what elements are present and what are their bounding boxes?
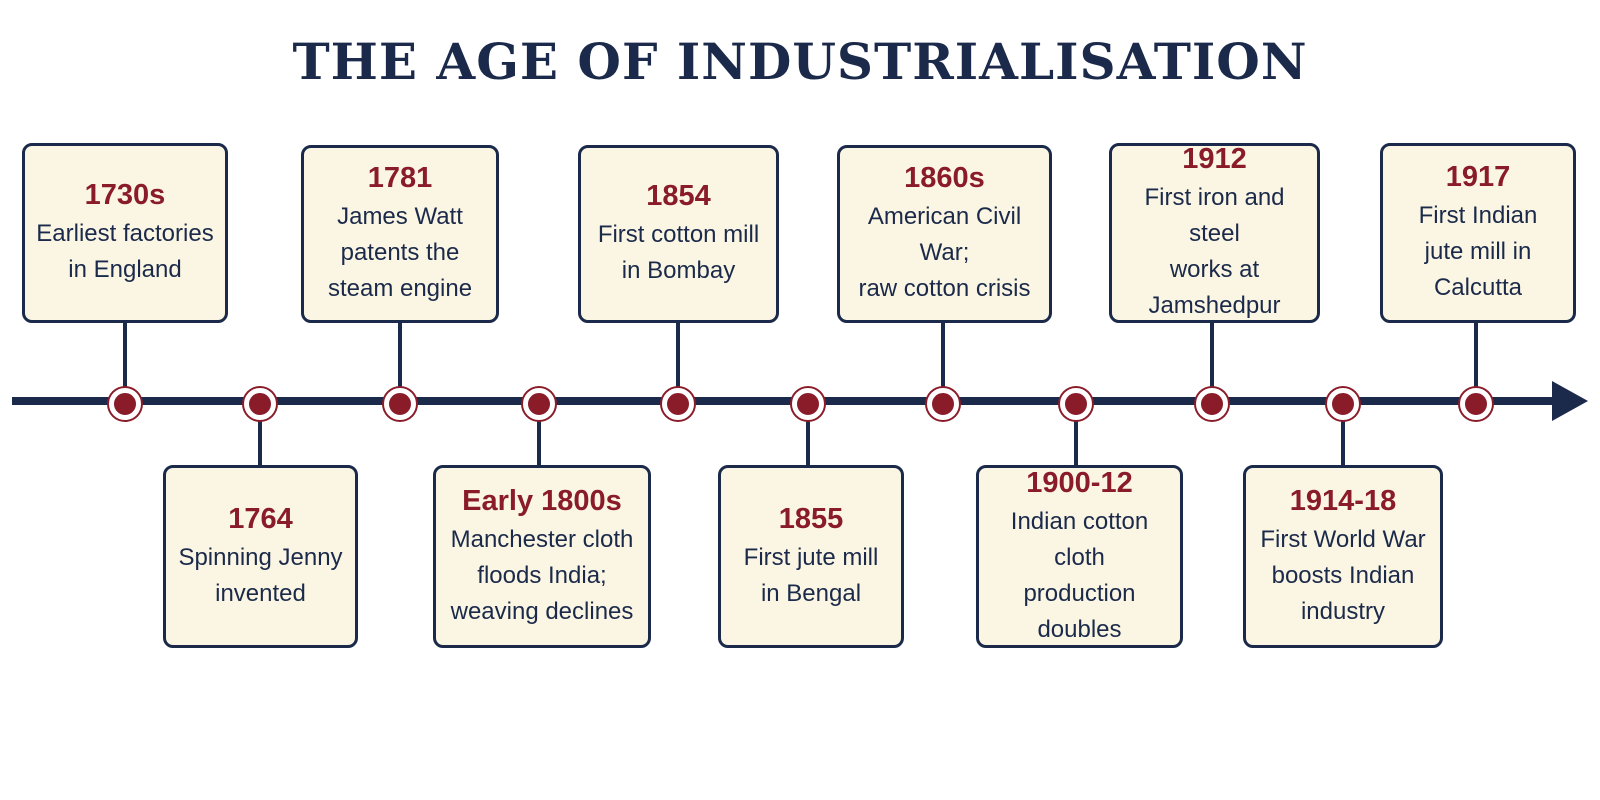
event-description: First jute mill in Bengal: [743, 543, 879, 607]
event-marker: [523, 388, 555, 420]
event-card: 1914-18 First World War boosts Indian in…: [1243, 465, 1443, 648]
event-card: 1781 James Watt patents the steam engine: [301, 145, 499, 323]
event-year: 1917: [1445, 161, 1511, 193]
event-description: First cotton mill in Bombay: [597, 221, 760, 284]
event-card: 1764 Spinning Jenny invented: [163, 465, 358, 648]
event-connector: [941, 320, 945, 398]
event-year: 1854: [646, 180, 711, 212]
event-description: First Indian jute mill in Calcutta: [1418, 202, 1538, 301]
event-card: 1900-12 Indian cotton cloth production d…: [976, 465, 1183, 648]
event-connector: [676, 320, 680, 398]
event-card: 1860s American Civil War; raw cotton cri…: [837, 145, 1052, 323]
event-connector: [1341, 405, 1345, 467]
event-marker: [1196, 388, 1228, 420]
event-card: 1730s Earliest factories in England: [22, 143, 228, 323]
event-connector: [123, 320, 127, 398]
event-card: 1912 First iron and steel works at Jamsh…: [1109, 143, 1320, 323]
event-marker: [1460, 388, 1492, 420]
event-connector: [398, 320, 402, 398]
event-connector: [1074, 405, 1078, 467]
event-card: 1917 First Indian jute mill in Calcutta: [1380, 143, 1576, 323]
page-title: THE AGE OF INDUSTRIALISATION: [292, 32, 1308, 91]
event-year: Early 1800s: [462, 484, 622, 517]
event-description: American Civil War; raw cotton crisis: [858, 203, 1031, 302]
event-marker: [792, 388, 824, 420]
event-description: First World War boosts Indian industry: [1260, 525, 1426, 625]
event-connector: [806, 405, 810, 467]
event-year: 1900-12: [1026, 466, 1133, 499]
event-year: 1764: [228, 502, 293, 535]
event-connector: [1474, 320, 1478, 398]
event-connector: [258, 405, 262, 467]
event-card: Early 1800s Manchester cloth floods Indi…: [433, 465, 651, 648]
event-year: 1730s: [84, 179, 166, 211]
event-connector: [1210, 320, 1214, 398]
event-year: 1912: [1182, 143, 1247, 175]
event-description: First iron and steel works at Jamshedpur: [1144, 184, 1285, 319]
event-card: 1854 First cotton mill in Bombay: [578, 145, 779, 323]
event-marker: [927, 388, 959, 420]
timeline-arrow-icon: [1552, 381, 1588, 421]
event-year: 1781: [367, 162, 433, 194]
event-description: James Watt patents the steam engine: [327, 203, 473, 302]
event-year: 1914-18: [1289, 484, 1397, 517]
event-description: Spinning Jenny invented: [178, 543, 343, 607]
event-card: 1855 First jute mill in Bengal: [718, 465, 904, 648]
event-connector: [537, 405, 541, 467]
event-description: Earliest factories in England: [36, 220, 214, 283]
event-marker: [1060, 388, 1092, 420]
event-year: 1855: [778, 502, 844, 535]
event-marker: [662, 388, 694, 420]
event-marker: [384, 388, 416, 420]
event-marker: [109, 388, 141, 420]
event-marker: [1327, 388, 1359, 420]
timeline-axis: [12, 397, 1552, 405]
event-marker: [244, 388, 276, 420]
event-year: 1860s: [904, 162, 985, 194]
event-description: Indian cotton cloth production doubles: [1010, 507, 1149, 643]
event-description: Manchester cloth floods India; weaving d…: [450, 525, 634, 625]
